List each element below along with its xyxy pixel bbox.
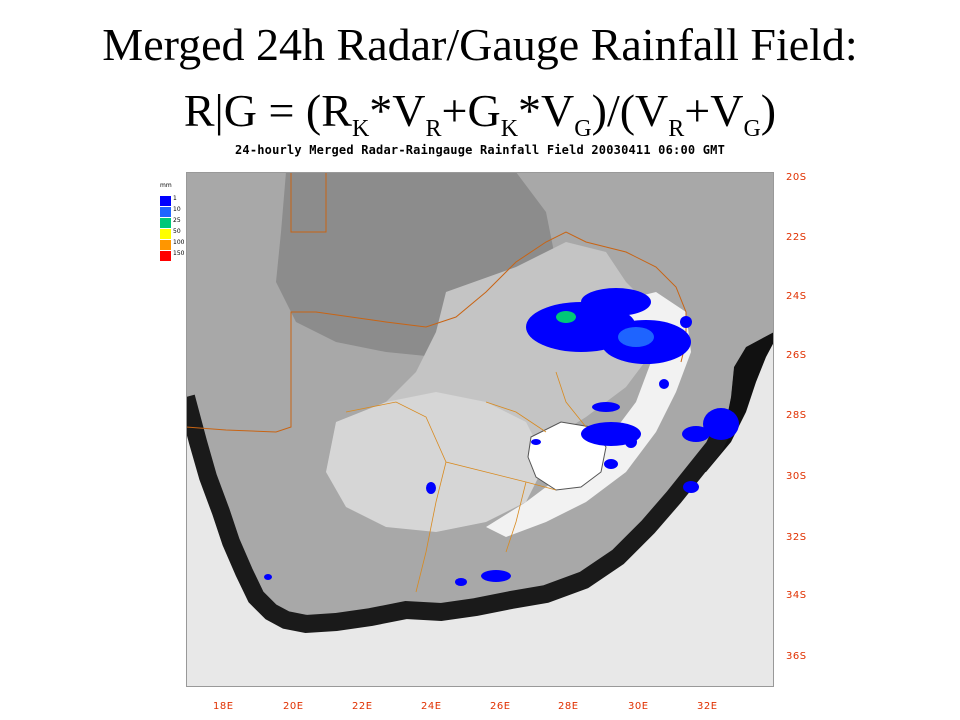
lon-label: 26E bbox=[490, 701, 511, 712]
formula-part: *V bbox=[369, 85, 426, 136]
lon-label: 20E bbox=[283, 701, 304, 712]
legend-label: 100 bbox=[173, 239, 185, 246]
rainfall-areas bbox=[264, 288, 739, 586]
legend-label: 1 bbox=[173, 195, 177, 202]
country-border bbox=[186, 231, 607, 433]
legend-swatch bbox=[160, 207, 171, 217]
lat-label: 22S bbox=[786, 232, 807, 243]
formula-subscript: K bbox=[500, 116, 519, 142]
map-canvas bbox=[186, 172, 774, 687]
rainfall-map bbox=[186, 172, 774, 687]
lat-label: 26S bbox=[786, 350, 807, 361]
terrain-pale-grey bbox=[326, 392, 546, 532]
legend-swatch bbox=[160, 196, 171, 206]
lat-label: 30S bbox=[786, 471, 807, 482]
rainfall-legend: mm 1 10 25 50 100 150 bbox=[160, 182, 186, 261]
lon-label: 28E bbox=[558, 701, 579, 712]
legend-item: 10 bbox=[160, 206, 186, 217]
country-border bbox=[290, 172, 327, 233]
lon-label: 30E bbox=[628, 701, 649, 712]
formula-part: +G bbox=[441, 85, 501, 136]
ocean-east-dark bbox=[694, 172, 774, 472]
formula-part: )/(V bbox=[591, 85, 669, 136]
legend-label: 50 bbox=[173, 228, 181, 235]
formula-subscript: R bbox=[425, 116, 442, 142]
legend-swatch bbox=[160, 218, 171, 228]
legend-unit-row: mm bbox=[160, 182, 186, 195]
legend-item: 50 bbox=[160, 228, 186, 239]
legend-swatch bbox=[160, 240, 171, 250]
formula-part: +V bbox=[684, 85, 744, 136]
lon-label: 22E bbox=[352, 701, 373, 712]
formula-subscript: K bbox=[351, 116, 370, 142]
lat-label: 20S bbox=[786, 172, 807, 183]
legend-label: 10 bbox=[173, 206, 181, 213]
map-header: 24-hourly Merged Radar-Raingauge Rainfal… bbox=[234, 143, 726, 157]
terrain-escarpment bbox=[486, 292, 691, 537]
legend-label: 25 bbox=[173, 217, 181, 224]
formula-subscript: G bbox=[574, 116, 592, 142]
legend-swatch bbox=[160, 229, 171, 239]
legend-label: 150 bbox=[173, 250, 185, 257]
formula-part: ) bbox=[760, 85, 777, 136]
lat-label: 34S bbox=[786, 590, 807, 601]
slide-formula: R|G = (RK*VR+GK*VG)/(VR+VG) bbox=[0, 84, 960, 141]
formula-subscript: R bbox=[668, 116, 685, 142]
formula-part: *V bbox=[518, 85, 575, 136]
legend-swatch bbox=[160, 251, 171, 261]
lat-label: 24S bbox=[786, 291, 807, 302]
lat-label: 28S bbox=[786, 410, 807, 421]
lon-label: 24E bbox=[421, 701, 442, 712]
legend-item: 150 bbox=[160, 250, 186, 261]
lon-label: 18E bbox=[213, 701, 234, 712]
slide-title: Merged 24h Radar/Gauge Rainfall Field: bbox=[102, 19, 858, 70]
legend-unit: mm bbox=[160, 182, 172, 189]
legend-item: 1 bbox=[160, 195, 186, 206]
lon-label: 32E bbox=[697, 701, 718, 712]
formula-part: R|G = (R bbox=[183, 85, 352, 136]
legend-item: 25 bbox=[160, 217, 186, 228]
formula-subscript: G bbox=[743, 116, 761, 142]
coastal-dark-band bbox=[186, 394, 735, 634]
lat-label: 32S bbox=[786, 532, 807, 543]
province-boundary bbox=[345, 371, 587, 593]
lat-label: 36S bbox=[786, 651, 807, 662]
legend-item: 100 bbox=[160, 239, 186, 250]
